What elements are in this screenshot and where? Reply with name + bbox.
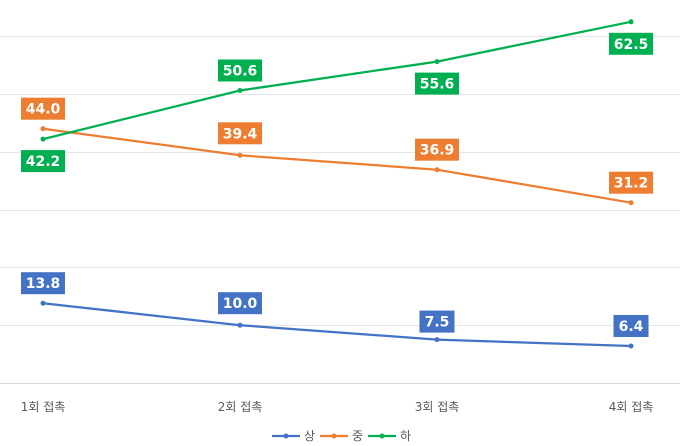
data-label-text: 7.5 [425,315,450,331]
x-tick-label: 1회 접촉 [21,400,66,414]
data-label: 44.0 [21,97,65,120]
data-point [434,167,440,173]
data-point [40,136,46,142]
legend-label: 하 [400,429,411,443]
data-label-box [218,122,262,145]
data-point [40,300,46,306]
data-point [628,19,634,25]
data-point [40,126,46,132]
series-line-상 [42,302,632,348]
legend-item: 중 [320,429,363,443]
series-line-하 [42,20,632,141]
data-label: 10.0 [218,292,262,315]
data-point [237,88,243,93]
data-label-text: 39.4 [223,126,258,142]
data-label-box [415,138,459,161]
data-label-text: 6.4 [619,319,644,335]
legend-label: 중 [352,429,363,443]
data-label: 62.5 [609,32,653,55]
data-point [628,200,634,206]
data-label: 55.6 [415,72,459,95]
series-lines [40,19,634,349]
data-label-text: 44.0 [26,102,61,118]
data-label-text: 55.6 [420,77,455,93]
data-label-box [415,72,459,95]
data-label-box [613,315,649,337]
data-label: 42.2 [21,150,65,173]
data-label-text: 42.2 [26,154,61,170]
data-label-text: 31.2 [614,176,649,192]
data-label: 50.6 [218,59,262,82]
data-point [237,152,243,158]
data-label-box [21,150,65,173]
data-label: 39.4 [218,122,262,145]
data-label-text: 13.8 [26,276,61,292]
legend-item: 하 [368,429,411,443]
data-label-box [609,32,653,55]
legend-swatch-marker [283,433,289,439]
x-axis-tick-labels: 1회 접촉 2회 접촉 3회 접촉 4회 접촉 [21,400,654,414]
data-label-box [609,171,653,194]
x-tick-label: 2회 접촉 [218,400,263,414]
data-label: 31.2 [609,171,653,194]
data-label-box [419,310,455,333]
data-point [628,343,634,349]
legend-label: 상 [304,429,315,443]
x-tick-label: 4회 접촉 [609,400,654,414]
legend-swatch-marker [331,433,337,439]
series-line-중 [42,127,632,204]
data-label: 36.9 [415,138,459,161]
legend-item: 상 [272,429,315,443]
data-point [434,59,440,65]
gridlines [0,36,680,384]
data-label-text: 36.9 [420,143,455,159]
data-label-box [218,292,262,315]
data-label-text: 10.0 [223,296,258,312]
data-point [237,322,243,328]
data-label-text: 50.6 [223,64,258,80]
data-label-box [218,59,262,82]
x-tick-label: 3회 접촉 [415,400,460,414]
data-label-text: 62.5 [614,37,649,53]
legend-swatch-marker [379,433,385,439]
data-label: 7.5 [419,310,455,333]
data-label-box [21,272,65,295]
data-label-box [21,97,65,120]
data-label: 6.4 [613,315,649,337]
data-labels: 13.8 10.0 7.5 6.4 44.0 39.4 36.9 31.2 42.2 50.6 55… [21,32,653,337]
data-label: 13.8 [21,272,65,295]
data-point [434,337,440,343]
